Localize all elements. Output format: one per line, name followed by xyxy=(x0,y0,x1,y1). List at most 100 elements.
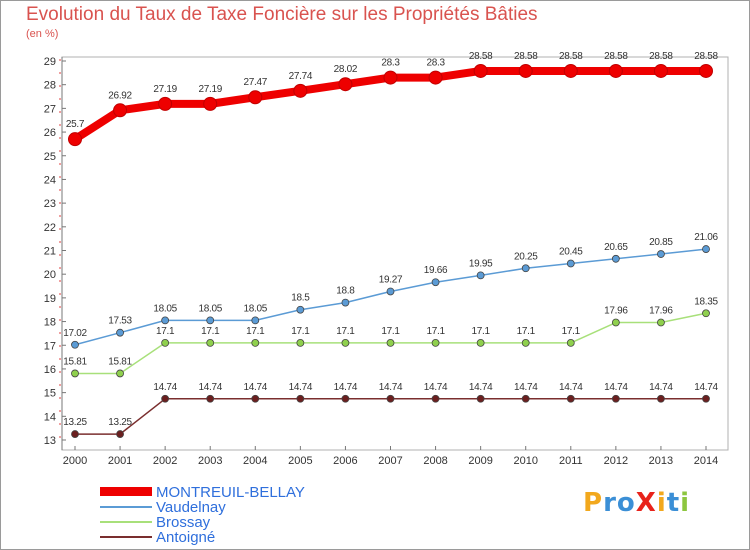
data-label: 14.74 xyxy=(379,382,403,393)
data-point xyxy=(386,287,395,296)
data-point xyxy=(206,394,215,403)
y-tick-label: 18 xyxy=(44,317,56,329)
data-label: 17.1 xyxy=(336,326,355,337)
data-point xyxy=(611,394,620,403)
y-tick-label: 24 xyxy=(44,174,56,186)
data-label: 17.1 xyxy=(201,326,220,337)
data-label: 28.58 xyxy=(559,51,583,62)
logo-letter: i xyxy=(680,488,691,518)
data-point xyxy=(699,63,713,78)
y-tick-label: 28 xyxy=(44,80,56,92)
data-point xyxy=(473,63,488,78)
legend-label: MONTREUIL-BELLAY xyxy=(156,484,305,501)
data-point xyxy=(113,103,128,118)
data-label: 18.5 xyxy=(291,293,310,304)
data-label: 14.74 xyxy=(604,382,628,393)
data-label: 14.74 xyxy=(334,382,358,393)
x-tick-label: 2007 xyxy=(378,455,402,467)
data-label: 28.58 xyxy=(469,51,493,62)
data-point xyxy=(296,338,305,347)
data-point xyxy=(296,305,305,314)
data-label: 19.95 xyxy=(469,258,493,269)
logo-letter: P xyxy=(583,488,604,518)
data-point xyxy=(206,316,215,325)
data-label: 18.8 xyxy=(336,286,355,297)
x-tick-label: 2008 xyxy=(423,455,447,467)
data-point xyxy=(251,394,260,403)
data-label: 17.1 xyxy=(291,326,310,337)
x-tick-label: 2005 xyxy=(288,455,312,467)
y-tick-label: 16 xyxy=(44,364,56,376)
data-label: 26.92 xyxy=(108,90,132,101)
data-point xyxy=(248,90,263,105)
data-label: 14.74 xyxy=(694,382,718,393)
data-point xyxy=(431,338,440,347)
data-point xyxy=(116,430,124,438)
legend-label: Brossay xyxy=(156,514,211,531)
data-label: 18.05 xyxy=(153,303,177,314)
y-tick-label: 20 xyxy=(44,269,56,281)
series-2: 15.81 15.81 17.1 17.1 17.1 17.1 17.1 17.1 17.1 17… xyxy=(63,296,719,378)
data-label: 28.3 xyxy=(426,58,445,69)
data-point xyxy=(702,309,710,318)
y-tick-label: 21 xyxy=(44,246,56,258)
data-label: 17.1 xyxy=(156,326,175,337)
data-point xyxy=(161,316,170,325)
data-label: 20.25 xyxy=(514,251,538,262)
data-point xyxy=(657,318,665,327)
y-tick-label: 29 xyxy=(44,56,56,68)
proxiti-logo: ProXiti xyxy=(583,488,690,518)
data-label: 27.19 xyxy=(198,84,222,95)
y-tick-label: 13 xyxy=(44,435,56,447)
data-label: 17.1 xyxy=(517,326,536,337)
data-label: 21.06 xyxy=(694,232,718,243)
data-point xyxy=(653,63,668,78)
data-label: 14.74 xyxy=(514,382,538,393)
data-point xyxy=(116,328,124,337)
y-tick-label: 15 xyxy=(44,388,56,400)
x-tick-label: 2006 xyxy=(333,455,357,467)
y-tick-label: 27 xyxy=(44,103,56,115)
data-label: 25.7 xyxy=(66,119,85,130)
logo-letter: X xyxy=(635,488,657,518)
data-label: 27.74 xyxy=(289,71,313,82)
data-point xyxy=(338,77,353,92)
y-tick-label: 23 xyxy=(44,198,56,210)
chart-title: Evolution du Taux de Taxe Foncière sur l… xyxy=(26,4,538,25)
data-label: 28.58 xyxy=(514,51,538,62)
data-point xyxy=(476,338,485,347)
data-label: 17.53 xyxy=(108,316,132,327)
data-label: 20.65 xyxy=(604,242,628,253)
data-point xyxy=(158,96,173,111)
y-tick-label: 14 xyxy=(44,411,56,423)
data-point xyxy=(566,338,575,347)
data-label: 19.66 xyxy=(424,265,448,276)
data-label: 14.74 xyxy=(559,382,583,393)
data-label: 17.02 xyxy=(63,328,87,339)
x-tick-label: 2004 xyxy=(243,455,267,467)
x-tick-label: 2011 xyxy=(559,455,583,467)
y-tick-label: 17 xyxy=(44,340,56,352)
data-label: 20.45 xyxy=(559,247,583,258)
data-point xyxy=(161,394,170,403)
data-label: 20.85 xyxy=(649,237,673,248)
data-label: 13.25 xyxy=(63,417,87,428)
data-point xyxy=(657,250,665,258)
data-point xyxy=(702,394,710,403)
data-point xyxy=(702,245,710,253)
series-3: 13.25 13.25 14.74 14.74 14.74 14.74 14.74 14.74… xyxy=(63,382,719,438)
data-label: 27.47 xyxy=(244,77,268,88)
x-tick-label: 2010 xyxy=(513,455,537,467)
data-label: 17.1 xyxy=(381,326,400,337)
data-label: 28.58 xyxy=(649,51,673,62)
data-point xyxy=(611,318,620,327)
data-label: 14.74 xyxy=(649,382,673,393)
data-label: 17.1 xyxy=(426,326,445,337)
data-point xyxy=(341,298,350,307)
data-label: 14.74 xyxy=(424,382,448,393)
data-point xyxy=(521,264,530,273)
data-label: 18.05 xyxy=(244,303,268,314)
data-label: 17.96 xyxy=(649,306,673,317)
x-tick-label: 2001 xyxy=(108,455,132,467)
